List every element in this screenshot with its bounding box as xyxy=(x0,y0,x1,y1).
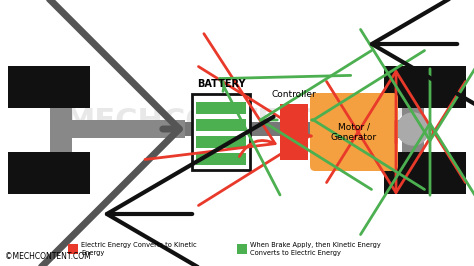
Bar xyxy=(384,152,466,194)
Bar xyxy=(280,104,308,160)
Text: ©MECHCONTENT.COM: ©MECHCONTENT.COM xyxy=(5,252,91,261)
Bar xyxy=(335,120,425,138)
Bar xyxy=(55,120,185,138)
Text: Electric Energy Converts to Kinetic
Energy: Electric Energy Converts to Kinetic Ener… xyxy=(81,243,197,256)
Bar xyxy=(237,244,247,254)
Text: Motor /
Generator: Motor / Generator xyxy=(331,122,377,142)
Bar xyxy=(384,66,466,108)
Text: When Brake Apply, then Kinetic Energy
Converts to Electric Energy: When Brake Apply, then Kinetic Energy Co… xyxy=(250,243,381,256)
Bar xyxy=(192,94,250,170)
Bar xyxy=(185,122,340,136)
Bar xyxy=(196,102,246,114)
Text: BATTERY: BATTERY xyxy=(197,79,245,89)
Bar xyxy=(196,119,246,131)
Bar xyxy=(8,66,90,108)
Bar xyxy=(50,88,72,176)
Text: MECHCONTENT.COM: MECHCONTENT.COM xyxy=(64,106,410,135)
Bar xyxy=(196,136,246,148)
Bar xyxy=(8,152,90,194)
Bar xyxy=(68,244,78,254)
FancyBboxPatch shape xyxy=(310,93,398,171)
Bar xyxy=(90,26,385,191)
Bar xyxy=(402,88,424,176)
Text: Controller: Controller xyxy=(272,90,316,99)
Bar xyxy=(196,153,246,165)
Circle shape xyxy=(397,113,429,145)
